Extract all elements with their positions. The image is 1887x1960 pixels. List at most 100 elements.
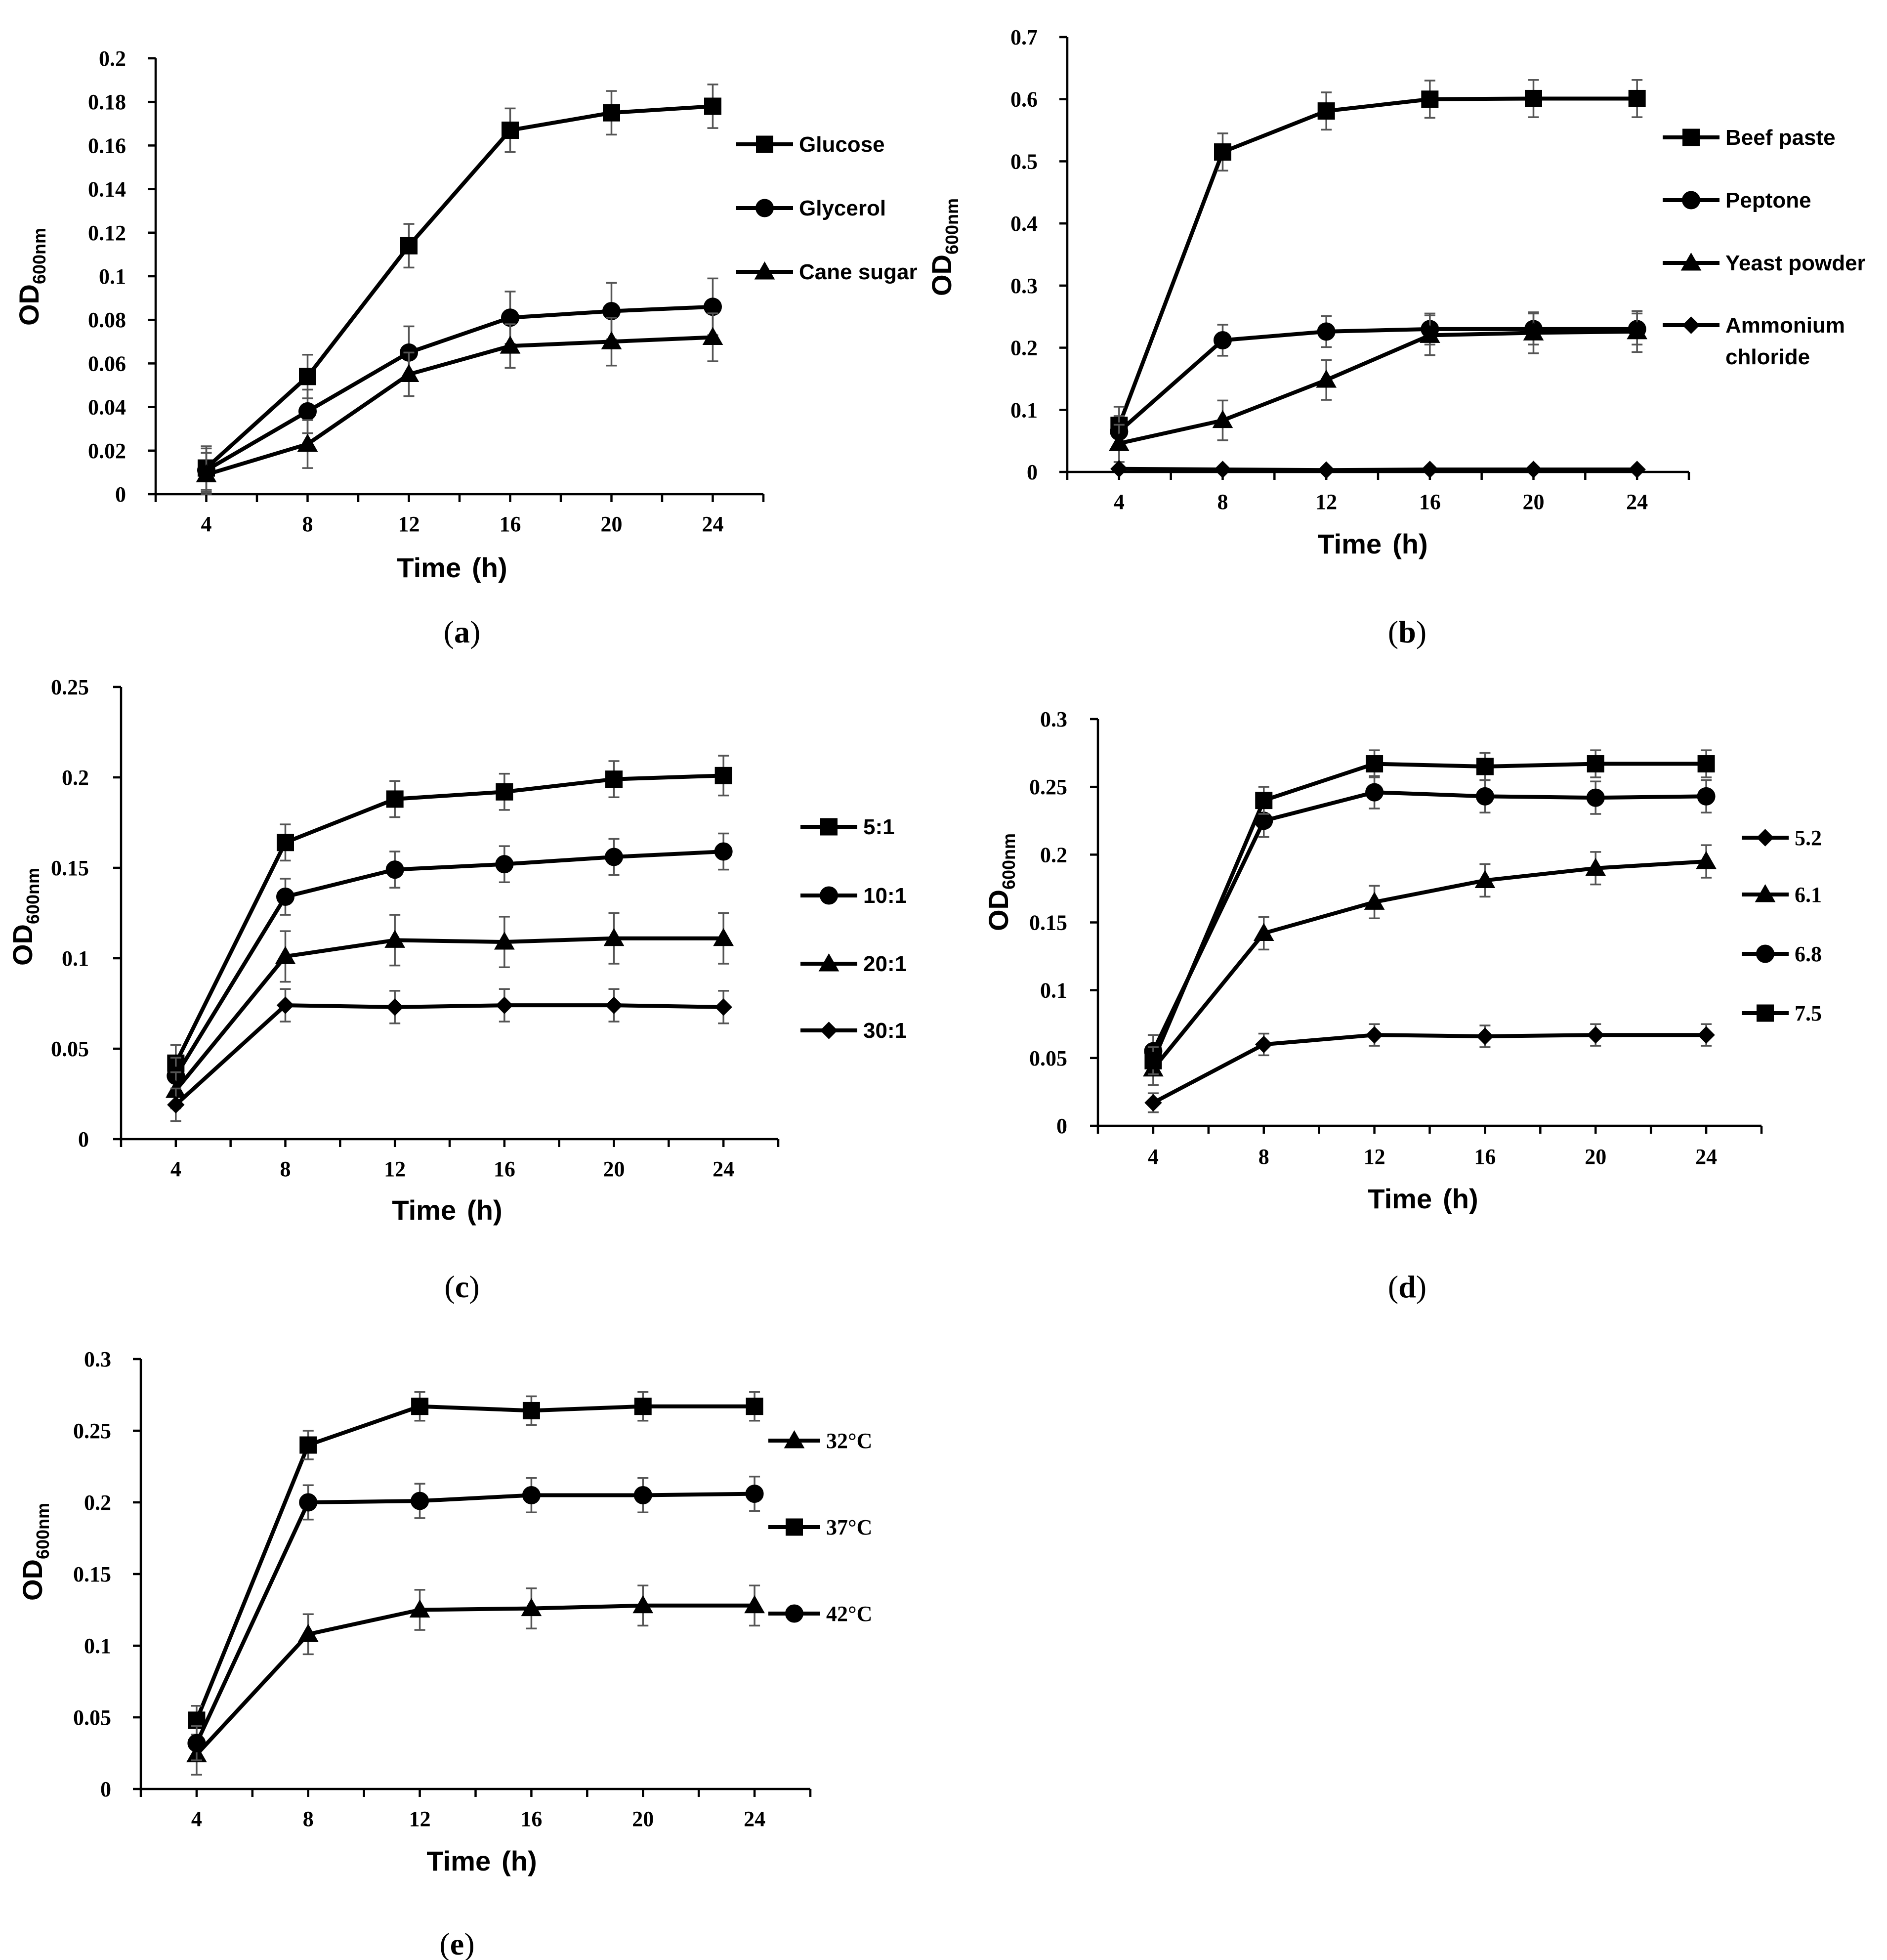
data-point [1419,325,1440,343]
legend-label: Peptone [1725,188,1811,213]
data-point [1697,787,1716,806]
chart-b: 0 0.1 0.2 0.3 0.4 0.5 0.6 0.7 4 8 12 16 20 24 Time (h) O… [926,25,1866,649]
data-point [1696,851,1717,869]
x-tick-label: 12 [409,1807,431,1831]
x-tick-label: 16 [494,1157,515,1181]
data-point [167,1096,185,1114]
legend-label: 42°C [826,1602,872,1626]
y-axis-title: OD600nm [7,868,43,966]
data-point [1421,90,1439,108]
legend-label: Glycerol [799,196,886,220]
data-point [1317,102,1335,120]
legend-label: Cane sugar [799,260,918,284]
legend-label: 7.5 [1795,1001,1822,1025]
x-tick-label: 12 [1315,490,1337,514]
legend-entry: Beef paste [1663,126,1836,150]
data-point [297,1623,319,1642]
y-tick-label: 0.06 [88,351,126,376]
series-5:1 [167,755,732,1082]
data-point [1628,89,1646,107]
data-point [744,1595,765,1614]
data-point [1525,89,1542,107]
data-point [1523,322,1544,341]
data-point [1214,461,1232,478]
data-point [1214,143,1231,161]
data-point [384,930,406,948]
legend-label: 6.8 [1795,942,1822,966]
data-point [1365,1026,1384,1044]
series-line [1119,467,1637,472]
data-point [605,770,623,788]
data-point [500,336,521,354]
y-tick-label: 0.2 [62,766,89,790]
data-point [409,1599,430,1618]
y-tick-label: 0.15 [1029,911,1067,935]
series-Glycerol [197,277,722,493]
data-point [1366,755,1384,773]
legend-marker [755,199,774,217]
x-tick-label: 20 [603,1157,625,1181]
x-tick-label: 24 [713,1157,734,1181]
data-point [385,860,404,879]
series-7.5 [1144,749,1715,1075]
x-axis-title: Time (h) [426,1845,537,1876]
legend-marker [786,1518,803,1536]
series-line [195,1491,755,1744]
y-tick-label: 0 [1056,1114,1067,1138]
series-line [174,773,724,1065]
legend-label: 30:1 [863,1019,907,1043]
data-point [746,1398,763,1415]
y-tick-label: 0.05 [1029,1046,1067,1070]
data-point [603,928,625,946]
x-tick-label: 24 [1626,490,1648,514]
y-tick-label: 0.15 [73,1562,111,1586]
y-tick-label: 0.25 [73,1419,111,1443]
x-axis-title: Time (h) [392,1194,502,1226]
series-line [195,1603,755,1756]
data-point [601,331,622,349]
series-32°C [186,1584,765,1776]
legend-entry: Ammonium chloride [1663,313,1845,369]
data-point [277,834,294,852]
data-point [188,1711,206,1729]
y-tick-label: 0.02 [88,439,126,463]
data-point [1628,461,1646,478]
series-line [1118,327,1637,433]
x-tick-label: 8 [303,1807,314,1831]
y-tick-label: 0.2 [84,1491,111,1515]
legend-label: Ammonium chloride [1725,313,1845,369]
legend-entry: Peptone [1663,188,1811,213]
data-point [745,1485,764,1503]
legend-entry: 37°C [768,1515,872,1539]
series-line [1118,329,1637,446]
legend-entry: 32°C [768,1429,872,1453]
y-tick-label: 0.2 [1040,843,1067,867]
data-point [299,368,316,385]
y-tick-label: 0.16 [88,133,126,158]
data-point [276,888,294,906]
data-point [298,402,317,421]
data-point [522,1486,541,1504]
legend-entry: Glucose [736,132,885,157]
data-point [1317,461,1335,479]
data-point [605,848,623,866]
data-point [714,767,732,784]
legend-entry: 10:1 [800,884,907,908]
y-tick-label: 0.1 [1040,979,1067,1003]
legend-marker [785,1604,803,1623]
legend-entry: 6.8 [1742,942,1822,966]
y-tick-label: 0.4 [1010,212,1038,236]
legend-marker [1682,191,1700,210]
data-point [502,122,519,139]
legend-entry: 6.1 [1742,883,1822,907]
x-tick-label: 16 [1474,1145,1496,1169]
x-tick-label: 24 [744,1807,765,1831]
series-line [1151,790,1707,1052]
data-point [494,932,515,950]
data-point [1365,783,1384,802]
legend-label: 5.2 [1795,826,1822,850]
legend-entry: Cane sugar [736,260,918,284]
y-tick-label: 0.3 [84,1347,111,1371]
y-tick-label: 0.5 [1010,149,1038,173]
data-point [496,783,513,801]
